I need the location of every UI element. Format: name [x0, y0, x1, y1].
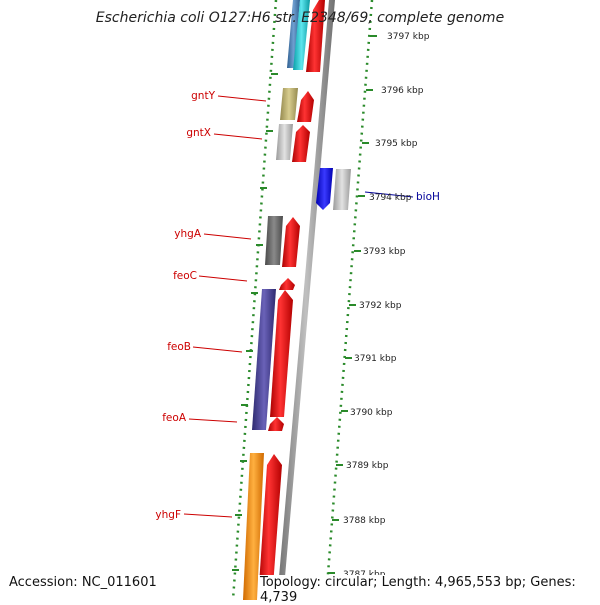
scale-label: 3797 kbp	[387, 32, 430, 42]
gene-arrow-forward	[306, 0, 325, 72]
scale-label: 3792 kbp	[359, 301, 402, 311]
gene-block	[276, 124, 293, 160]
scale-label: 3788 kbp	[343, 516, 386, 526]
map-title: Escherichia coli O127:H6 str. E2348/69, …	[95, 10, 505, 26]
gene-arrow-forward	[292, 125, 310, 162]
gene-label-gntX: gntX	[186, 127, 211, 139]
scale-label: 3796 kbp	[381, 86, 424, 96]
gene-arrow-forward	[282, 217, 300, 267]
gene-block	[265, 216, 283, 265]
gene-label-gntY: gntY	[191, 90, 215, 102]
scale-ticks	[328, 35, 377, 574]
gene-label-yhgA: yhgA	[174, 228, 202, 240]
gene-block	[252, 289, 276, 430]
scale-labels: 3797 kbp 3796 kbp 3795 kbp 3794 kbp 3793…	[343, 32, 430, 580]
gene-arrow-forward	[270, 290, 293, 417]
gene-block	[243, 453, 264, 600]
gene-block	[280, 88, 298, 120]
gene-arrow-reverse	[316, 168, 333, 210]
outer-ring-right	[324, 0, 374, 600]
gene-label-feoA: feoA	[162, 412, 187, 424]
inner-ticks	[232, 73, 278, 571]
gene-label-feoC: feoC	[173, 270, 197, 282]
gene-block	[333, 169, 351, 210]
outer-features	[316, 168, 351, 210]
genome-summary: Topology: circular; Length: 4,965,553 bp…	[258, 575, 600, 605]
gene-block	[293, 0, 310, 70]
scale-label: 3790 kbp	[350, 408, 393, 418]
scale-label: 3791 kbp	[354, 354, 397, 364]
reverse-strand-features	[243, 0, 310, 600]
right-label-leader	[364, 191, 414, 198]
gene-arrow-forward	[297, 91, 314, 122]
gene-arrow-forward	[279, 278, 295, 290]
gene-block	[287, 0, 300, 68]
gene-label-bioH: bioH	[416, 191, 440, 203]
scale-label: 3795 kbp	[375, 139, 418, 149]
gene-label-feoB: feoB	[167, 341, 191, 353]
scale-label: 3794 kbp	[369, 193, 412, 203]
gene-arrow-forward	[258, 454, 282, 600]
genome-backbone	[277, 0, 335, 600]
scale-label: 3789 kbp	[346, 461, 389, 471]
scale-label: 3793 kbp	[363, 247, 406, 257]
left-label-leaders	[183, 95, 267, 518]
gene-arrow-forward	[268, 417, 284, 431]
gene-labels-left: gntY gntX yhgA feoC feoB feoA yhgF	[155, 90, 215, 521]
accession-label: Accession: NC_011601	[7, 575, 159, 590]
gene-label-yhgF: yhgF	[155, 509, 181, 521]
forward-strand-features	[258, 0, 325, 600]
